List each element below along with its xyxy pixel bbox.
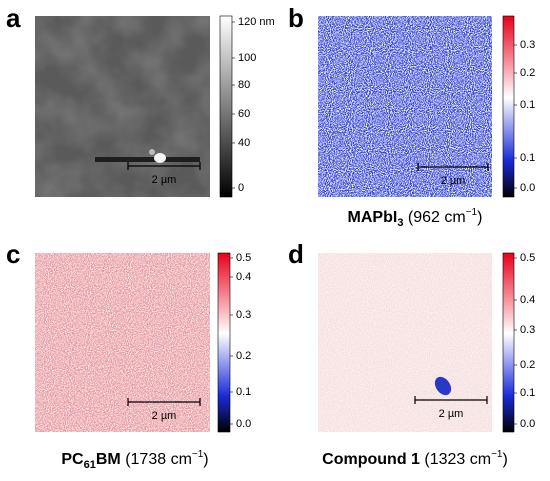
caption-part: (1738 cm [121, 451, 192, 468]
caption-part: 3 [397, 217, 403, 229]
caption-part: −1 [491, 449, 503, 460]
colorbar [502, 15, 515, 198]
colorbar-label: 0.3 [520, 39, 535, 51]
colorbar-label: 120 nm [238, 16, 275, 28]
map-feature [434, 376, 452, 396]
map-texture [35, 253, 210, 432]
afm-feature [95, 157, 200, 162]
caption-part: MAPbI [348, 209, 398, 226]
colorbar-label: 0.5 [236, 252, 251, 264]
colorbar-label: 0.2 [520, 359, 535, 371]
caption-part: (962 cm [403, 209, 465, 226]
caption: PC61BM (1738 cm−1) [61, 449, 208, 471]
afm-feature [154, 153, 166, 163]
colorbar-label: 0.3 [520, 324, 535, 336]
caption: Compound 1 (1323 cm−1) [322, 449, 508, 469]
scale-bar-label: 2 µm [152, 410, 177, 422]
panel-letter: b [288, 3, 304, 33]
colorbar-label: 0.3 [236, 309, 251, 321]
colorbar-label: 80 [238, 79, 250, 91]
colorbar-label: 40 [238, 137, 250, 149]
colorbar-label: 0.2 [520, 67, 535, 79]
colorbar-label: 0.1 [236, 386, 251, 398]
caption-part: ) [477, 209, 482, 226]
colorbar-label: 60 [238, 108, 250, 120]
scale-bar-label: 2 µm [441, 175, 466, 187]
caption-part: ) [502, 451, 507, 468]
colorbar-label: 0.1 [520, 387, 535, 399]
caption-part: −1 [192, 449, 204, 460]
caption: MAPbI3 (962 cm−1) [348, 207, 483, 229]
colorbar-label: 0.0 [236, 418, 251, 430]
colorbar [217, 252, 231, 433]
scale-bar-label: 2 µm [152, 174, 177, 186]
caption-part: 61 [84, 459, 96, 471]
caption-part: ) [203, 451, 208, 468]
afm-texture [35, 16, 210, 197]
map-texture [318, 253, 492, 432]
colorbar-label: 0.5 [520, 252, 535, 264]
colorbar-label: 0.2 [236, 350, 251, 362]
scale-bar-label: 2 µm [439, 408, 464, 420]
colorbar [219, 15, 233, 198]
colorbar-label: 0.0 [520, 182, 535, 194]
caption-part: −1 [466, 207, 478, 218]
map-texture [318, 16, 492, 197]
colorbar-label: 0.4 [520, 294, 535, 306]
colorbar [502, 252, 515, 433]
caption-part: PC [61, 451, 84, 468]
colorbar-label: 0.1 [520, 152, 535, 164]
caption-part: Compound 1 [322, 451, 420, 468]
colorbar-label: 0.1 [520, 99, 535, 111]
afm-feature [149, 149, 155, 155]
colorbar-label: 0 [238, 182, 244, 194]
caption-part: BM [96, 451, 121, 468]
panel-letter: c [6, 239, 20, 269]
colorbar-label: 0.0 [520, 418, 535, 430]
panel-letter: d [288, 239, 304, 269]
panel-letter: a [6, 3, 21, 33]
colorbar-label: 0.4 [236, 271, 251, 283]
caption-part: (1323 cm [420, 451, 491, 468]
colorbar-label: 100 [238, 52, 256, 64]
